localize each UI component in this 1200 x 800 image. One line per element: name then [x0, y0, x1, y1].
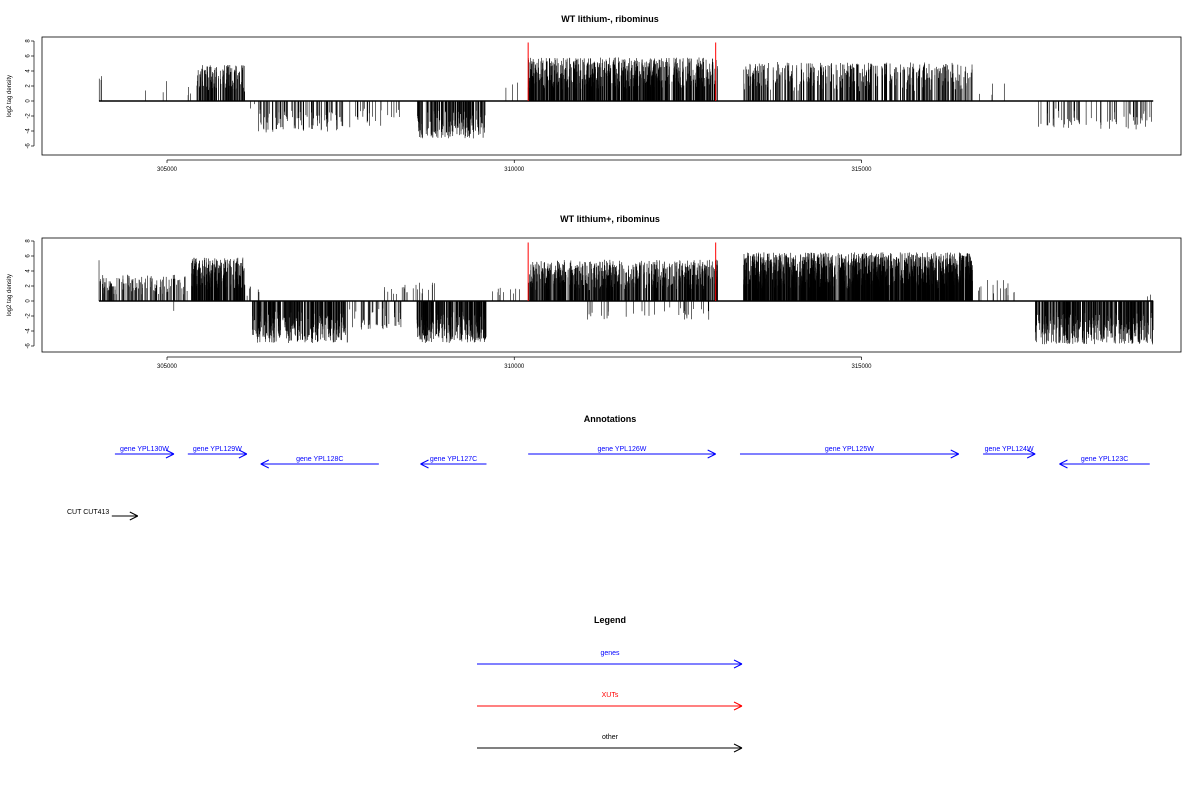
arrow-head: [165, 449, 175, 455]
xut-highlights: [527, 242, 717, 301]
x-axis: 305000 310000 315000: [157, 159, 873, 173]
y-tick-label: 8: [26, 39, 32, 43]
arrow-head: [733, 663, 743, 669]
y-axis: -6 -4 -2 0 2 4 6 8: [26, 239, 35, 349]
legend-item-xuts: XUTs: [477, 692, 743, 711]
gene-label: gene YPL124W: [985, 446, 1034, 453]
arrow-head: [1026, 449, 1036, 455]
gene-feature: gene YPL129W: [187, 446, 248, 459]
legend-title: Legend: [594, 615, 626, 625]
arrow-head: [165, 453, 175, 459]
gene-label: gene YPL130W: [120, 446, 169, 453]
gene-label: gene YPL126W: [597, 446, 646, 453]
x-axis: 305000 310000 315000: [157, 356, 873, 370]
legend-item-genes: genes: [477, 650, 743, 669]
y-tick-label: -4: [26, 328, 32, 334]
signal-bars: [98, 252, 1154, 345]
arrow-head: [420, 459, 429, 465]
y-tick-label: -6: [26, 343, 32, 349]
x-tick-label: 310000: [504, 364, 525, 370]
gene-feature: gene YPL124W: [983, 446, 1036, 459]
gene-label: gene YPL128C: [296, 456, 343, 463]
legend: Legend genes XUTs other: [477, 615, 743, 753]
legend-item-other: other: [477, 734, 743, 753]
gene-feature: gene YPL125W: [739, 446, 959, 459]
arrow-head: [129, 511, 139, 517]
gene-feature: gene YPL123C: [1059, 456, 1150, 469]
legend-items: genes XUTs other: [477, 650, 743, 753]
other-label: CUT CUT413: [67, 509, 109, 516]
y-tick-label: 0: [26, 99, 32, 103]
arrow-head: [707, 453, 716, 459]
arrow-head: [733, 659, 743, 665]
other-feature: CUT CUT413: [67, 509, 139, 521]
arrow-head: [707, 449, 716, 455]
panel-wt-lithium-minus: WT lithium-, ribominus log2 tag density …: [7, 14, 1182, 173]
plot-frame: [41, 237, 1182, 353]
y-tick-label: 6: [26, 254, 32, 258]
arrow-head: [733, 701, 743, 707]
y-tick-label: 2: [26, 284, 32, 288]
arrow-head: [238, 449, 248, 455]
gene-label: gene YPL129W: [193, 446, 242, 453]
arrow-head: [260, 459, 269, 465]
y-tick-label: 4: [26, 269, 32, 273]
gene-label: gene YPL127C: [430, 456, 477, 463]
panel-title: WT lithium+, ribominus: [560, 214, 660, 224]
panel-title: WT lithium-, ribominus: [561, 14, 659, 24]
gene-label: gene YPL123C: [1081, 456, 1128, 463]
y-tick-label: 0: [26, 299, 32, 303]
y-tick-label: -2: [26, 313, 32, 319]
x-tick-label: 305000: [157, 167, 178, 173]
x-tick-label: 305000: [157, 364, 178, 370]
arrow-head: [420, 463, 429, 469]
y-tick-label: -4: [26, 128, 32, 134]
legend-label: other: [602, 734, 619, 741]
gene-feature: gene YPL130W: [114, 446, 175, 459]
x-tick-label: 310000: [504, 167, 525, 173]
arrow-head: [1026, 453, 1036, 459]
y-tick-label: -6: [26, 143, 32, 149]
y-tick-label: 8: [26, 239, 32, 243]
arrow-head: [260, 463, 269, 469]
legend-label: XUTs: [602, 692, 619, 699]
arrow-head: [733, 705, 743, 711]
x-tick-label: 315000: [852, 364, 873, 370]
y-tick-label: 6: [26, 54, 32, 58]
y-axis-label: log2 tag density: [7, 274, 13, 316]
arrow-head: [1059, 463, 1068, 469]
legend-label: genes: [600, 650, 620, 657]
arrow-head: [733, 743, 743, 749]
annotation-items: gene YPL130W gene YPL129W gene YPL128C gene…: [67, 446, 1150, 521]
arrow-head: [950, 453, 959, 459]
arrow-head: [129, 515, 139, 521]
gene-label: gene YPL125W: [825, 446, 874, 453]
gene-feature: gene YPL128C: [260, 456, 379, 469]
plot-frame: [41, 36, 1182, 156]
gene-feature: gene YPL126W: [528, 446, 716, 459]
x-tick-label: 315000: [852, 167, 873, 173]
arrow-head: [238, 453, 248, 459]
y-axis: -6 -4 -2 0 2 4 6 8: [26, 39, 35, 149]
panel-wt-lithium-plus: WT lithium+, ribominus log2 tag density …: [7, 214, 1182, 370]
xut-highlights: [527, 42, 717, 101]
y-tick-label: -2: [26, 113, 32, 119]
y-tick-label: 4: [26, 69, 32, 73]
arrow-head: [950, 449, 959, 455]
gene-feature: gene YPL127C: [420, 456, 487, 469]
signal-bars: [98, 57, 1154, 139]
arrow-head: [1059, 459, 1068, 465]
annotations-title: Annotations: [584, 414, 637, 424]
arrow-head: [733, 747, 743, 753]
y-axis-label: log2 tag density: [7, 75, 13, 117]
y-tick-label: 2: [26, 84, 32, 88]
annotations-track: Annotations gene YPL130W gene YPL129Wgene…: [67, 414, 1150, 521]
